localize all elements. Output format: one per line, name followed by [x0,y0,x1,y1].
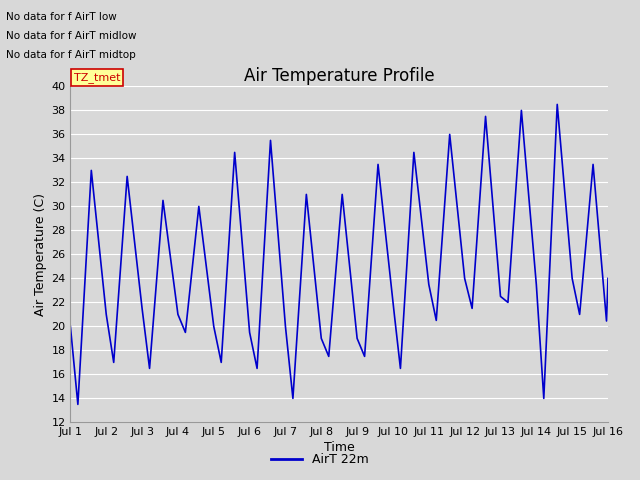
X-axis label: Time: Time [324,442,355,455]
Y-axis label: Air Temperature (C): Air Temperature (C) [34,193,47,316]
Legend: AirT 22m: AirT 22m [266,448,374,471]
Title: Air Temperature Profile: Air Temperature Profile [244,67,435,85]
Text: No data for f AirT low: No data for f AirT low [6,12,117,22]
Text: No data for f AirT midlow: No data for f AirT midlow [6,31,137,41]
Text: TZ_tmet: TZ_tmet [74,72,120,83]
Text: No data for f AirT midtop: No data for f AirT midtop [6,50,136,60]
